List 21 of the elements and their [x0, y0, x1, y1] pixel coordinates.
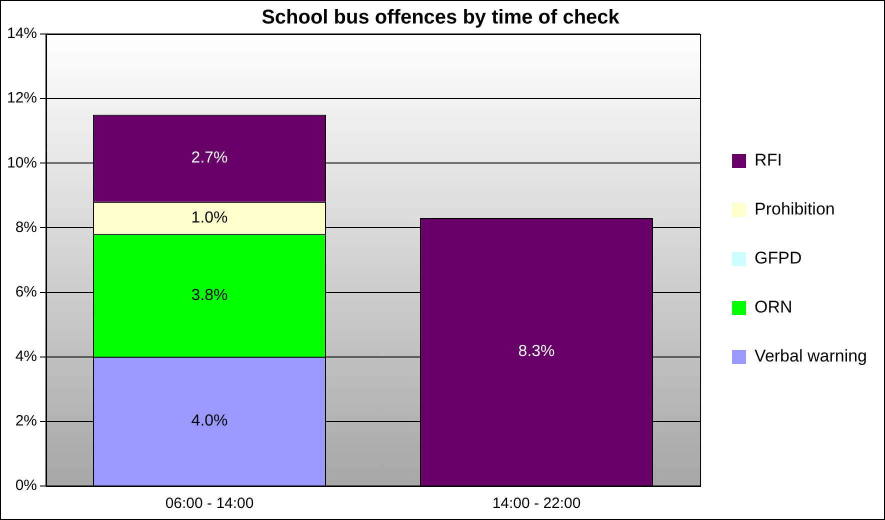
y-tick-label: 14% [6, 25, 38, 42]
y-tick-label: 0% [15, 477, 38, 494]
y-tick-label: 8% [15, 218, 38, 236]
legend-label: GFPD [754, 248, 802, 268]
y-tick-label: 12% [6, 90, 38, 107]
legend-label: Verbal warning [754, 346, 868, 366]
data-label: 4.0% [191, 412, 228, 430]
y-tick-label: 6% [15, 283, 38, 300]
y-tick-label: 10% [6, 154, 38, 172]
data-label: 3.8% [191, 286, 228, 304]
legend-label: ORN [754, 298, 792, 317]
data-label: 8.3% [518, 343, 555, 360]
legend-label: RFI [754, 150, 782, 170]
y-tick-label: 2% [15, 412, 38, 430]
data-label: 2.7% [191, 150, 228, 167]
chart-title: School bus offences by time of check [262, 6, 620, 29]
y-tick-label: 4% [15, 348, 38, 365]
x-tick-label: 06:00 - 14:00 [165, 495, 254, 512]
x-tick-label: 14:00 - 22:00 [492, 495, 581, 512]
legend-label: Prohibition [754, 200, 835, 219]
data-label: 1.0% [191, 209, 228, 226]
